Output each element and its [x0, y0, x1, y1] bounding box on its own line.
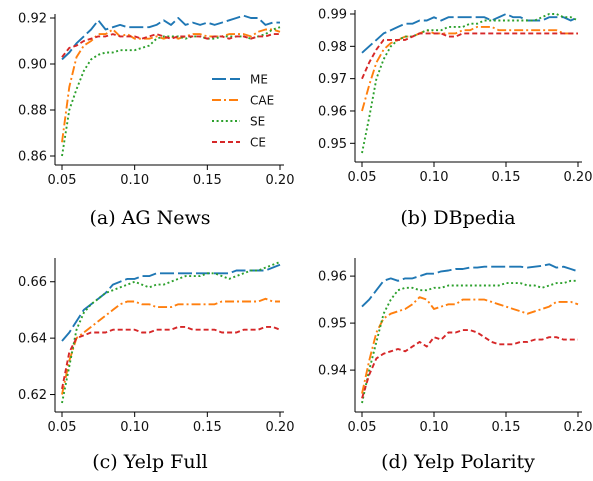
- series-line-ce: [361, 32, 578, 80]
- y-tick-label: 0.97: [318, 72, 347, 87]
- series-line-ce: [361, 329, 578, 399]
- y-tick-label: 0.95: [318, 317, 347, 332]
- y-tick-label: 0.96: [318, 104, 347, 119]
- x-tick-label: 0.15: [193, 173, 222, 188]
- y-tick-label: 0.99: [318, 8, 347, 23]
- x-tick-label: 0.20: [266, 173, 295, 188]
- series-line-me: [61, 263, 281, 342]
- legend-label-cae: CAE: [250, 94, 274, 108]
- x-tick-label: 0.05: [348, 420, 377, 435]
- chart-panel-3: 0.05 0.10 0.15 0.20 0.62 0.64 0.66 (c) Yelp Ful…: [18, 258, 294, 473]
- series-line-me: [361, 263, 579, 308]
- y-tick-label: 0.98: [318, 40, 347, 55]
- series-line-me: [61, 14, 280, 61]
- legend-label-ce: CE: [250, 136, 266, 150]
- x-tick-label: 0.20: [266, 420, 295, 435]
- legend-label-se: SE: [250, 115, 265, 129]
- x-tick-label: 0.10: [420, 420, 449, 435]
- legend-label-me: ME: [250, 73, 268, 87]
- y-tick-label: 0.62: [18, 388, 47, 403]
- panel-caption: (a) AG News: [89, 207, 210, 229]
- chart-panel-2: 0.05 0.10 0.15 0.20 0.95 0.96 0.97 0.98 0.99 (b) …: [318, 8, 592, 230]
- series-line-cae: [61, 297, 280, 395]
- x-tick-label: 0.10: [120, 420, 149, 435]
- y-tick-label: 0.86: [18, 150, 47, 165]
- y-tick-label: 0.64: [18, 332, 47, 347]
- chart-panel-4: 0.05 0.10 0.15 0.20 0.94 0.95 0.96 (d) Yelp Pol…: [318, 258, 592, 473]
- y-tick-label: 0.95: [318, 137, 347, 152]
- x-tick-label: 0.10: [120, 173, 149, 188]
- panel-caption: (c) Yelp Full: [92, 451, 208, 473]
- series-line-ce: [61, 33, 280, 58]
- legend: ME CAE SE CE: [212, 73, 274, 150]
- x-tick-label: 0.05: [48, 420, 77, 435]
- y-tick-label: 0.90: [18, 58, 47, 73]
- y-tick-label: 0.88: [18, 104, 47, 119]
- x-tick-label: 0.10: [420, 170, 449, 185]
- y-tick-label: 0.92: [18, 12, 47, 27]
- x-tick-label: 0.20: [564, 420, 593, 435]
- series-line-se: [61, 261, 281, 404]
- x-tick-label: 0.15: [492, 420, 521, 435]
- chart-panel-1: 0.05 0.10 0.15 0.20 0.86 0.88 0.90 0.92 (a) AG N…: [18, 12, 294, 230]
- x-tick-label: 0.05: [348, 170, 377, 185]
- x-tick-label: 0.20: [564, 170, 593, 185]
- series-line-me: [361, 13, 579, 54]
- y-tick-label: 0.96: [318, 270, 347, 285]
- series-line-cae: [61, 28, 281, 143]
- y-tick-label: 0.66: [18, 275, 47, 290]
- y-tick-label: 0.94: [318, 364, 347, 379]
- x-tick-label: 0.15: [193, 420, 222, 435]
- x-tick-label: 0.05: [48, 173, 77, 188]
- x-tick-label: 0.15: [492, 170, 521, 185]
- series-line-se: [361, 13, 579, 154]
- series-line-ce: [61, 325, 281, 390]
- series-line-cae: [361, 25, 578, 112]
- panel-caption: (d) Yelp Polarity: [381, 451, 535, 473]
- panel-caption: (b) DBpedia: [400, 207, 515, 229]
- series-line-cae: [361, 296, 579, 394]
- series-line-se: [61, 26, 281, 157]
